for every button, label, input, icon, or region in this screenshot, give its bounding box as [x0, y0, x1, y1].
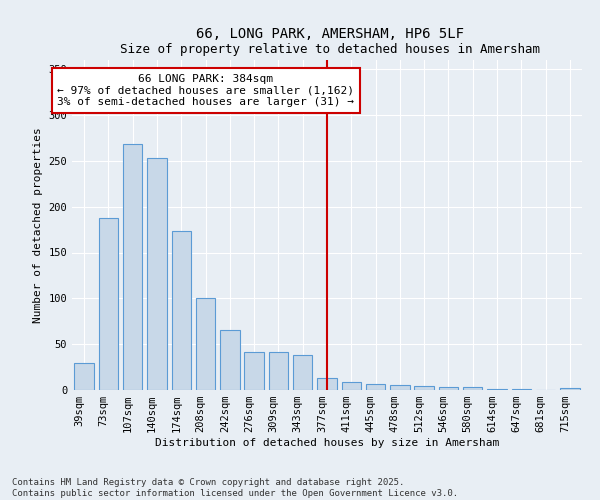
Bar [220, 330, 239, 390]
Bar [512, 389, 531, 390]
Bar [317, 378, 337, 390]
Bar [560, 388, 580, 390]
Text: 66 LONG PARK: 384sqm
← 97% of detached houses are smaller (1,162)
3% of semi-det: 66 LONG PARK: 384sqm ← 97% of detached h… [57, 74, 354, 107]
Bar [366, 384, 385, 390]
Bar [196, 298, 215, 390]
Bar [99, 218, 118, 390]
Bar [172, 230, 191, 390]
Y-axis label: Number of detached properties: Number of detached properties [33, 127, 43, 323]
Bar [293, 355, 313, 390]
Bar [341, 382, 361, 390]
Text: Contains HM Land Registry data © Crown copyright and database right 2025.
Contai: Contains HM Land Registry data © Crown c… [12, 478, 458, 498]
Bar [74, 362, 94, 390]
Bar [487, 389, 507, 390]
X-axis label: Distribution of detached houses by size in Amersham: Distribution of detached houses by size … [155, 438, 499, 448]
Bar [147, 158, 167, 390]
Bar [390, 384, 410, 390]
Text: 66, LONG PARK, AMERSHAM, HP6 5LF: 66, LONG PARK, AMERSHAM, HP6 5LF [196, 28, 464, 42]
Bar [463, 387, 482, 390]
Text: Size of property relative to detached houses in Amersham: Size of property relative to detached ho… [120, 42, 540, 56]
Bar [439, 387, 458, 390]
Bar [269, 352, 288, 390]
Bar [244, 352, 264, 390]
Bar [415, 386, 434, 390]
Bar [123, 144, 142, 390]
